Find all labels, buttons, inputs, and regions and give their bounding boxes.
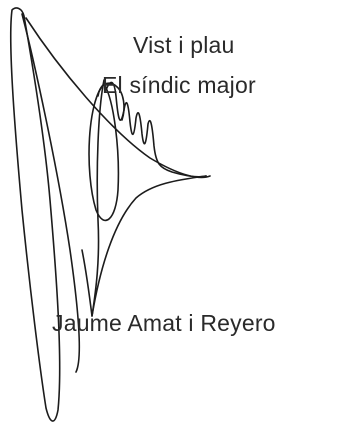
signer-name: Jaume Amat i Reyero (52, 310, 276, 336)
approval-line: Vist i plau (133, 32, 235, 58)
approver-title: El síndic major (102, 72, 256, 98)
